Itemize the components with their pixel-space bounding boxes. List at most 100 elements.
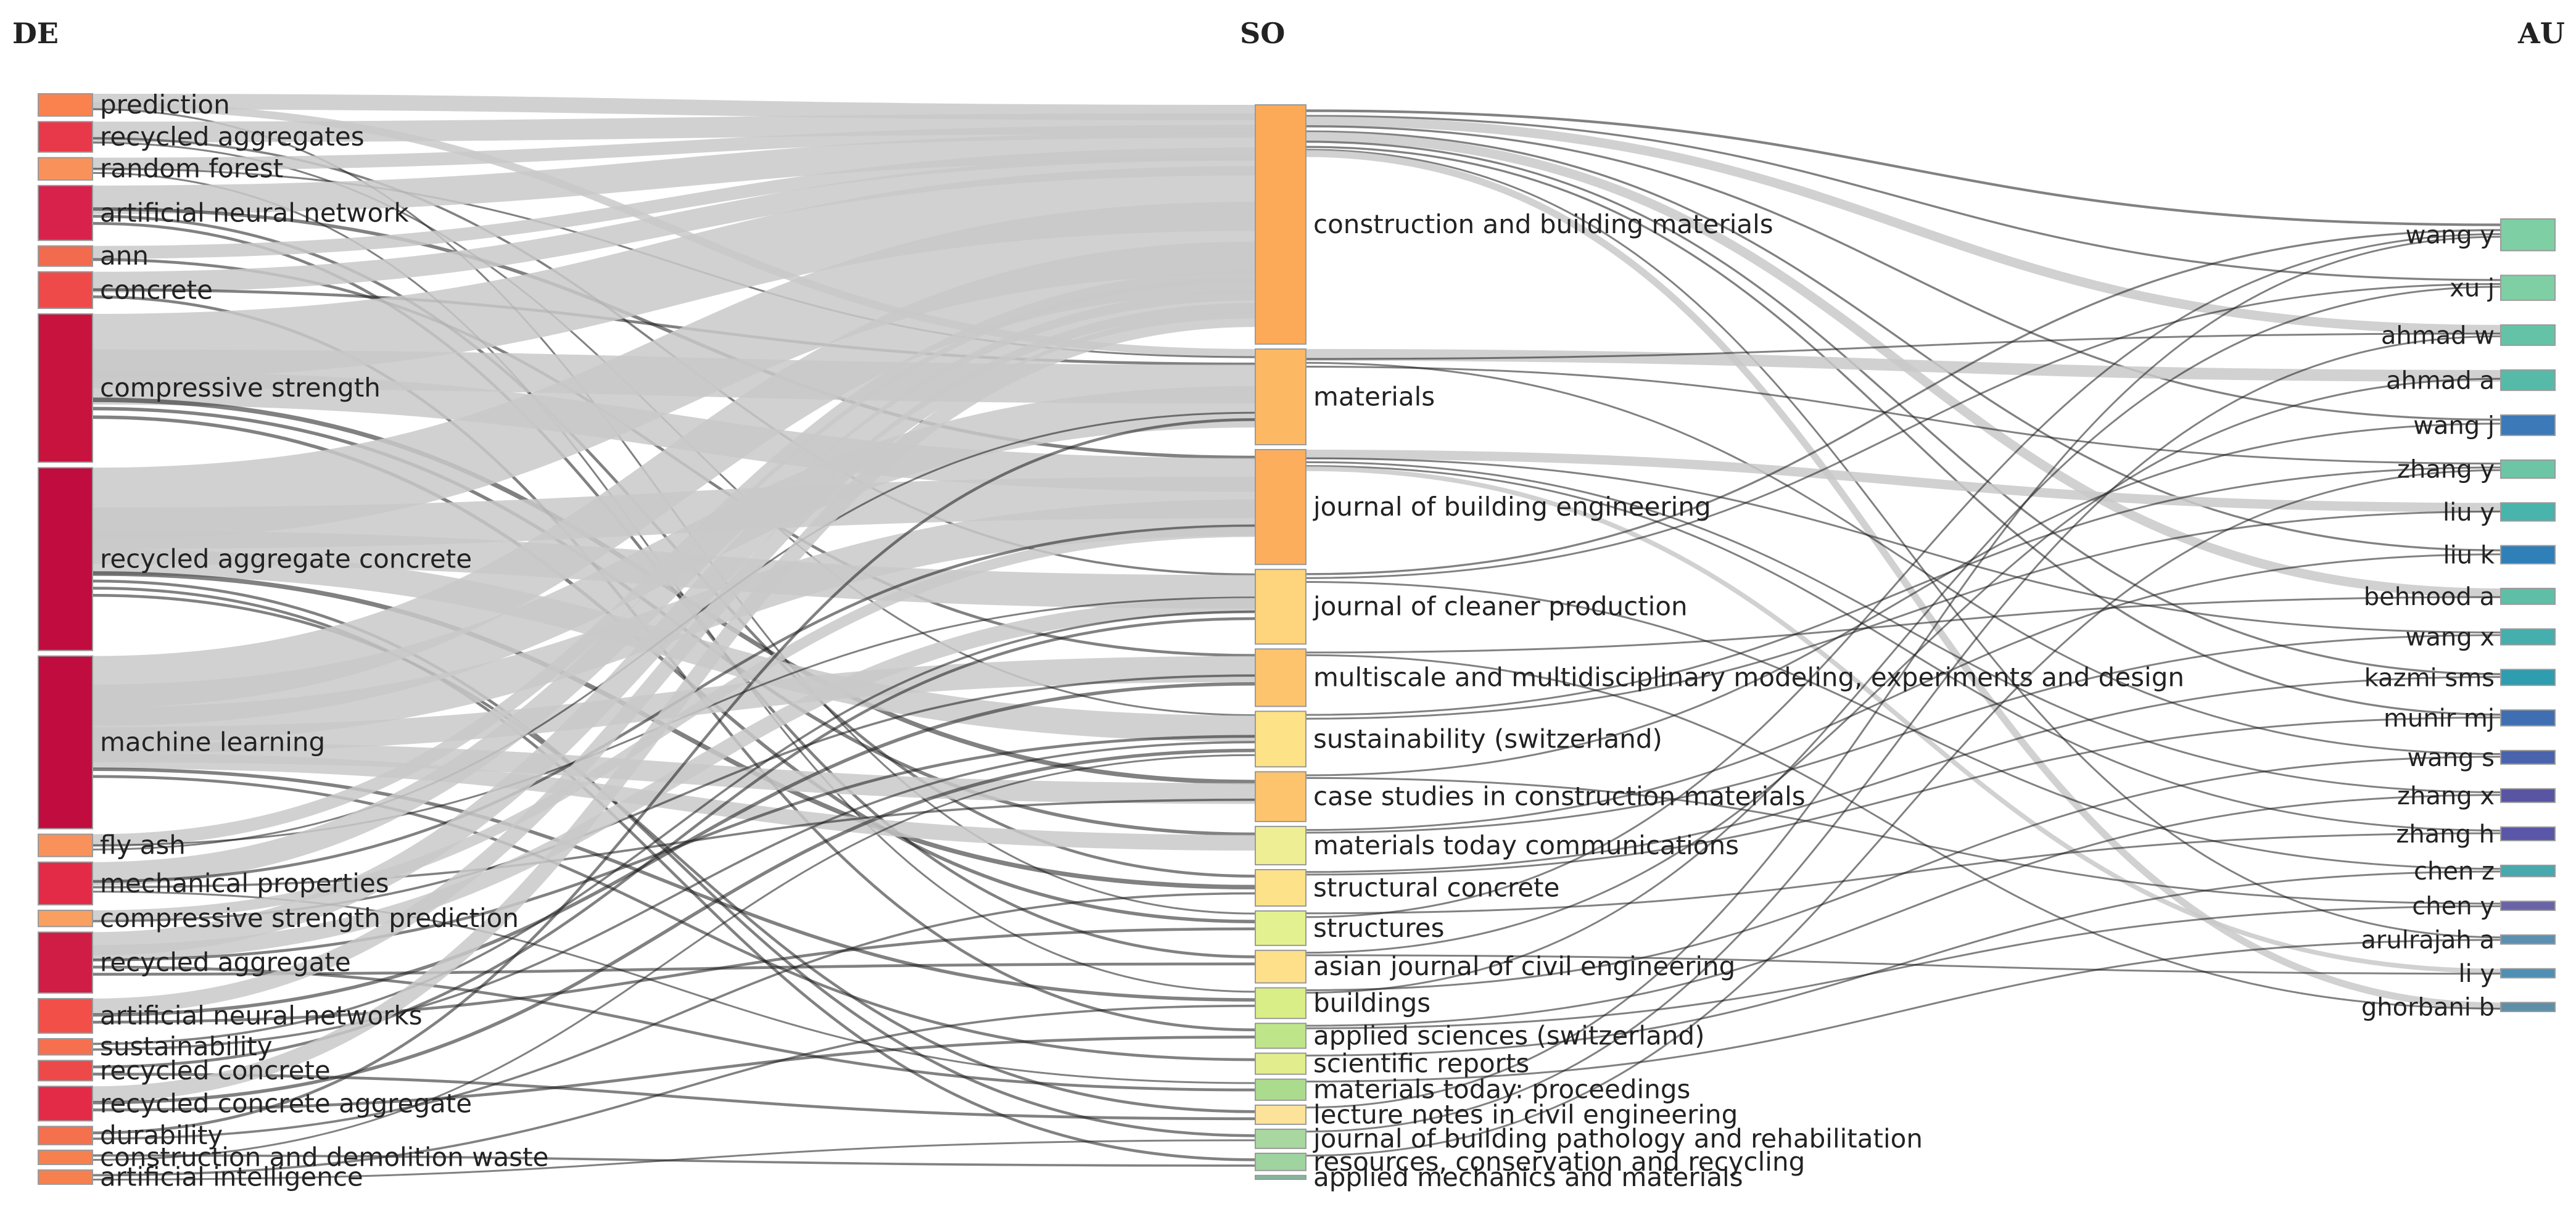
link-journal-of-building-engineering-to-liu-y xyxy=(1305,450,2501,513)
link-sustainability-to-journal-of-cleaner-production xyxy=(92,610,1256,1045)
node-au-wang-j[interactable] xyxy=(2500,414,2556,436)
link-durability-to-structural-concrete xyxy=(92,892,1256,1140)
link-recycled-aggregate-concrete-to-resources-conservation xyxy=(92,587,1256,1161)
node-so-case-studies[interactable] xyxy=(1255,771,1307,822)
node-label-au-zhang-h: zhang h xyxy=(2396,820,2495,849)
node-de-recycled-concrete[interactable] xyxy=(38,1060,93,1082)
node-de-artificial-neural-network[interactable] xyxy=(38,184,93,241)
node-so-buildings[interactable] xyxy=(1255,987,1307,1020)
node-de-compressive-strength-prediction[interactable] xyxy=(38,909,93,928)
node-au-ghorbani-b[interactable] xyxy=(2500,1002,2556,1013)
node-au-wang-y[interactable] xyxy=(2500,218,2556,252)
node-au-li-y[interactable] xyxy=(2500,968,2556,979)
link-journal-of-building-pathology-to-ahmad-w xyxy=(1305,335,2501,1133)
link-artificial-intelligence-to-buildings xyxy=(92,1004,1256,1177)
node-de-artificial-neural-networks[interactable] xyxy=(38,998,93,1034)
node-so-applied-mechanics[interactable] xyxy=(1255,1174,1307,1181)
link-sustainability-switzerland-to-zhang-y xyxy=(1305,466,2501,716)
node-so-journal-of-building-engineering[interactable] xyxy=(1255,449,1307,566)
node-label-de-recycled-aggregates: recycled aggregates xyxy=(100,122,365,152)
node-au-zhang-h[interactable] xyxy=(2500,826,2556,841)
link-construction-and-building-materials-to-liu-k xyxy=(1305,130,2501,551)
node-de-construction-and-demolition-waste[interactable] xyxy=(38,1149,93,1165)
node-au-liu-y[interactable] xyxy=(2500,502,2556,522)
link-structural-concrete-to-munir-mj xyxy=(1305,716,2501,876)
node-au-zhang-x[interactable] xyxy=(2500,788,2556,803)
node-au-chen-z[interactable] xyxy=(2500,864,2556,878)
node-de-recycled-aggregate[interactable] xyxy=(38,931,93,994)
node-label-so-asian-journal: asian journal of civil engineering xyxy=(1313,951,1735,981)
link-journal-of-building-engineering-to-li-y xyxy=(1305,466,2501,974)
node-de-concrete[interactable] xyxy=(38,271,93,309)
link-recycled-aggregate-to-construction-and-building-materials xyxy=(92,290,1256,956)
node-label-de-compressive-strength: compressive strength xyxy=(100,373,381,403)
node-so-materials-today-proceedings[interactable] xyxy=(1255,1078,1307,1101)
link-artificial-intelligence-to-journal-of-building-pathology xyxy=(92,1139,1256,1181)
node-au-zhang-y[interactable] xyxy=(2500,459,2556,479)
node-au-liu-k[interactable] xyxy=(2500,545,2556,565)
node-au-wang-x[interactable] xyxy=(2500,628,2556,646)
node-de-sustainability[interactable] xyxy=(38,1038,93,1056)
node-label-au-zhang-x: zhang x xyxy=(2397,782,2495,810)
node-so-structures[interactable] xyxy=(1255,910,1307,946)
node-label-so-resources-conservation: resources, conservation and recycling xyxy=(1313,1147,1805,1177)
link-materials-today-proceedings-to-arulrajah-a xyxy=(1305,939,2501,1082)
link-mechanical-properties-to-construction-and-building-materials xyxy=(92,277,1256,886)
link-recycled-aggregate-concrete-to-structural-concrete xyxy=(92,571,1256,890)
node-so-structural-concrete[interactable] xyxy=(1255,869,1307,907)
node-so-materials[interactable] xyxy=(1255,348,1307,446)
node-de-compressive-strength[interactable] xyxy=(38,313,93,463)
node-de-recycled-aggregate-concrete[interactable] xyxy=(38,467,93,651)
node-de-prediction[interactable] xyxy=(38,93,93,117)
node-de-recycled-aggregates[interactable] xyxy=(38,121,93,153)
node-so-multiscale[interactable] xyxy=(1255,648,1307,707)
node-label-de-compressive-strength-prediction: compressive strength prediction xyxy=(100,903,519,933)
node-so-journal-of-cleaner-production[interactable] xyxy=(1255,569,1307,645)
link-construction-and-building-materials-to-ahmad-w xyxy=(1305,116,2501,334)
node-au-kazmi-sms[interactable] xyxy=(2500,669,2556,686)
link-compressive-strength-to-journal-of-building-engineering xyxy=(92,371,1256,492)
link-recycled-aggregate-concrete-to-journal-of-building-engineering xyxy=(92,476,1256,550)
node-label-au-kazmi-sms: kazmi sms xyxy=(2364,664,2495,692)
node-de-artificial-intelligence[interactable] xyxy=(38,1169,93,1185)
node-de-durability[interactable] xyxy=(38,1126,93,1145)
node-de-random-forest[interactable] xyxy=(38,157,93,181)
link-journal-of-cleaner-production-to-chen-z xyxy=(1305,581,2501,870)
node-so-construction-and-building-materials[interactable] xyxy=(1255,104,1307,345)
node-label-so-journal-of-building-engineering: journal of building engineering xyxy=(1313,492,1711,522)
node-label-au-ahmad-w: ahmad w xyxy=(2381,321,2495,350)
node-au-wang-s[interactable] xyxy=(2500,749,2556,765)
node-label-de-artificial-neural-network: artificial neural network xyxy=(100,197,409,228)
node-so-resources-conservation[interactable] xyxy=(1255,1152,1307,1171)
node-au-munir-mj[interactable] xyxy=(2500,709,2556,727)
link-asian-journal-to-ahmad-a xyxy=(1305,377,2501,954)
node-de-machine-learning[interactable] xyxy=(38,655,93,830)
node-label-so-applied-sciences: applied sciences (switzerland) xyxy=(1313,1020,1705,1050)
node-label-de-recycled-concrete: recycled concrete xyxy=(100,1055,331,1086)
node-so-materials-today-communications[interactable] xyxy=(1255,825,1307,866)
node-au-arulrajah-a[interactable] xyxy=(2500,934,2556,945)
node-so-scientific-reports[interactable] xyxy=(1255,1052,1307,1075)
node-so-asian-journal[interactable] xyxy=(1255,949,1307,984)
link-materials-to-zhang-y xyxy=(1305,366,2501,465)
link-machine-learning-to-buildings xyxy=(92,767,1256,1002)
node-label-au-ghorbani-b: ghorbani b xyxy=(2361,994,2495,1022)
link-resources-conservation-to-zhang-y xyxy=(1305,469,2501,1157)
node-au-chen-y[interactable] xyxy=(2500,901,2556,911)
node-label-de-concrete: concrete xyxy=(100,274,213,305)
link-multiscale-to-behnood-a xyxy=(1305,596,2501,654)
node-au-behnood-a[interactable] xyxy=(2500,588,2556,605)
node-de-recycled-concrete-aggregate[interactable] xyxy=(38,1086,93,1122)
node-so-applied-sciences[interactable] xyxy=(1255,1023,1307,1049)
node-de-mechanical-properties[interactable] xyxy=(38,861,93,905)
node-de-fly-ash[interactable] xyxy=(38,833,93,857)
node-so-journal-of-building-pathology[interactable] xyxy=(1255,1128,1307,1149)
node-au-ahmad-a[interactable] xyxy=(2500,369,2556,391)
node-so-sustainability-switzerland[interactable] xyxy=(1255,711,1307,768)
node-au-xu-j[interactable] xyxy=(2500,274,2556,301)
node-label-so-sustainability-switzerland: sustainability (switzerland) xyxy=(1313,723,1662,754)
node-au-ahmad-w[interactable] xyxy=(2500,324,2556,346)
node-de-ann[interactable] xyxy=(38,245,93,267)
node-so-lecture-notes[interactable] xyxy=(1255,1104,1307,1125)
